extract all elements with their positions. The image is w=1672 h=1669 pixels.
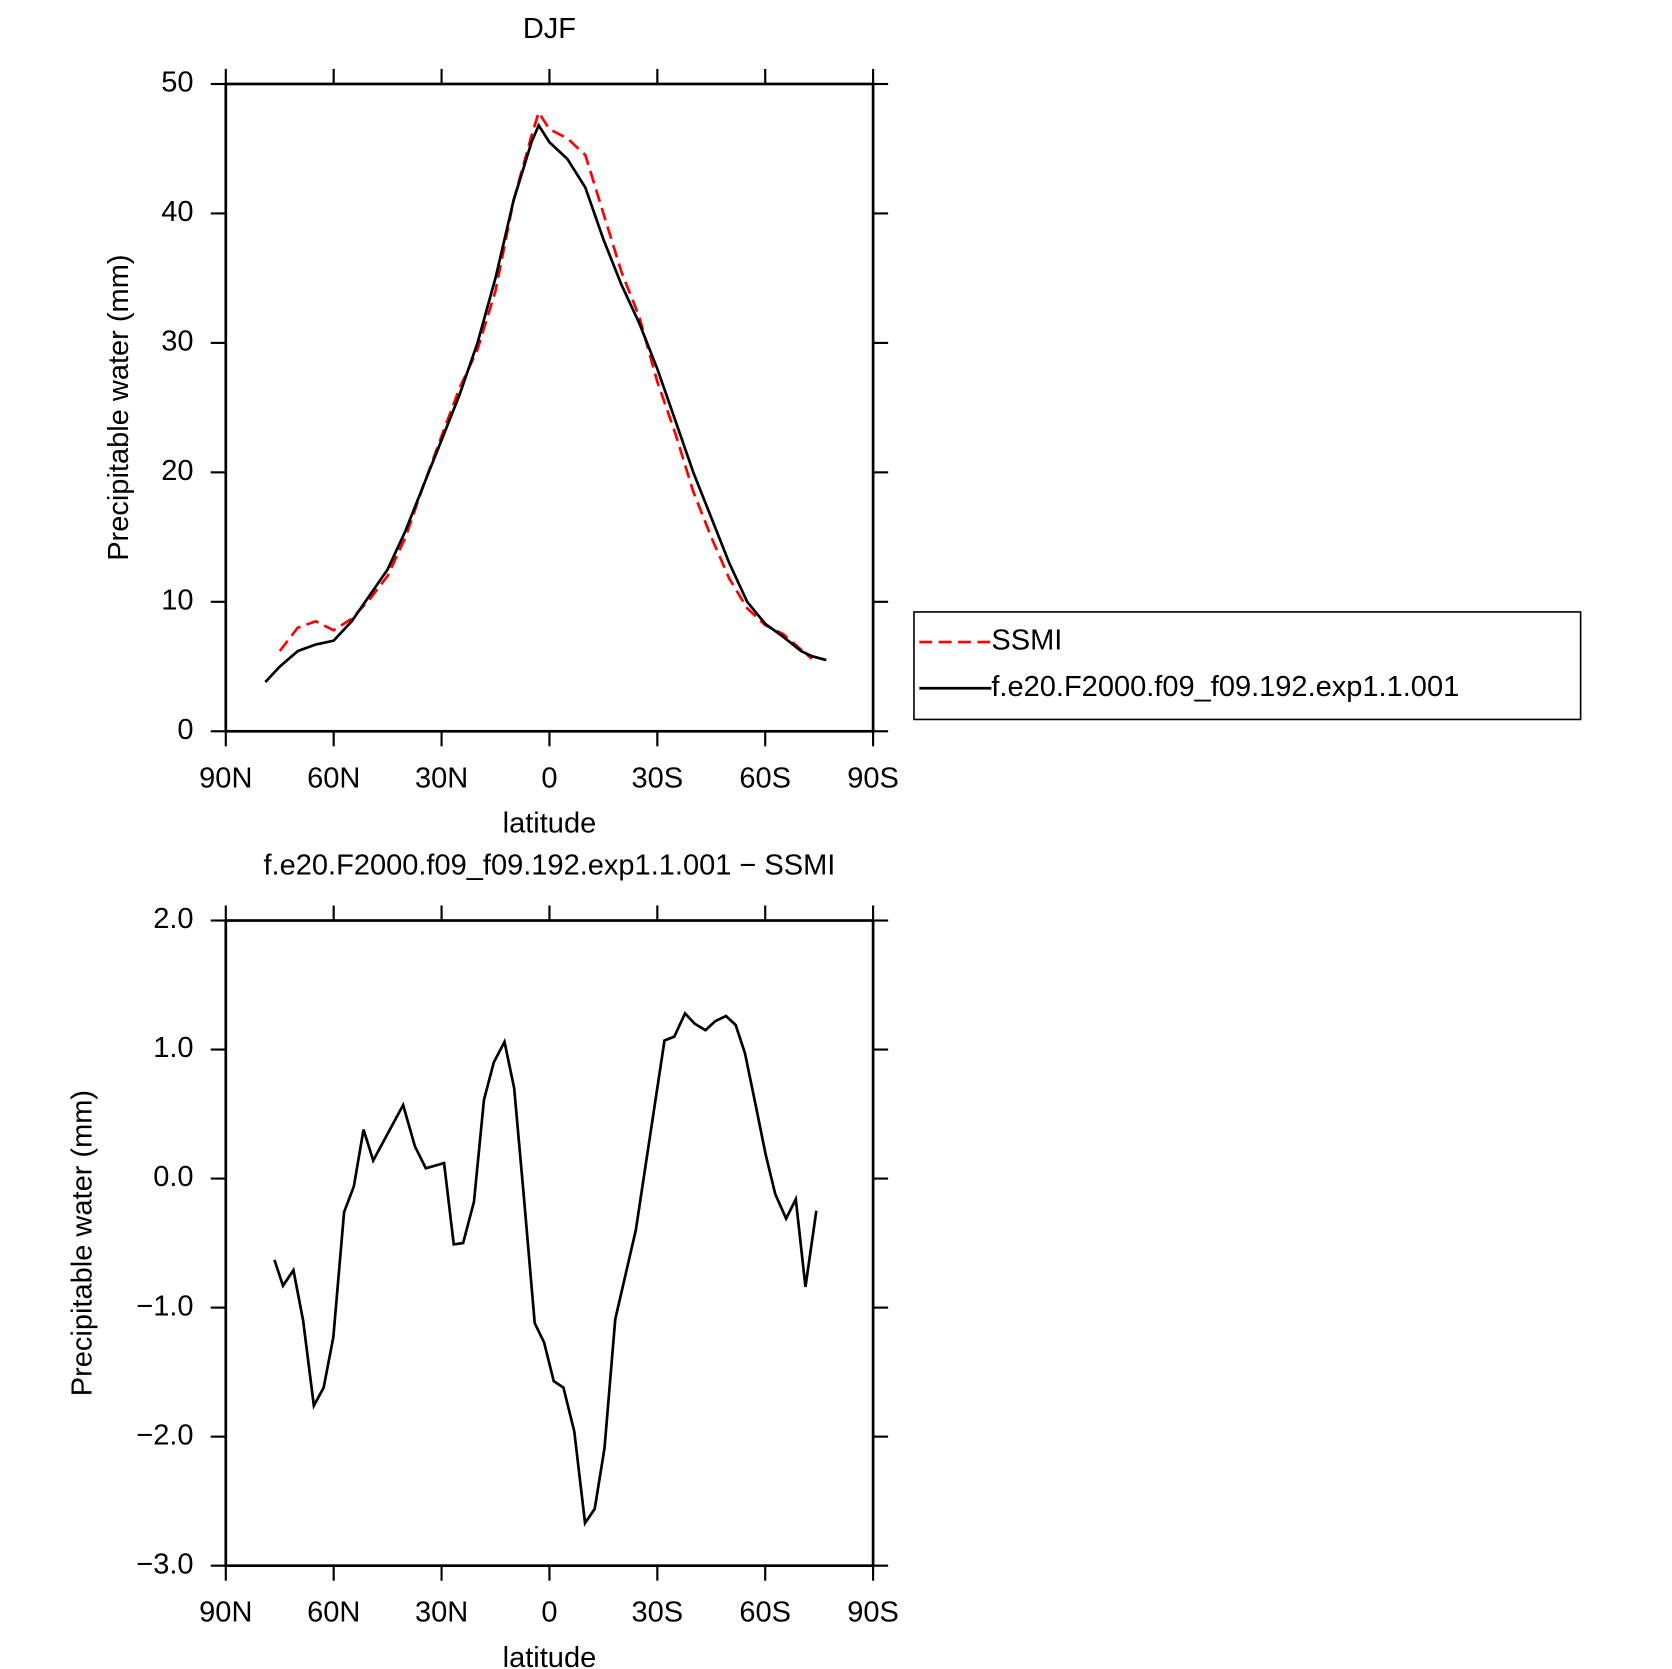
x-tick-label: 90N [199,762,252,794]
x-tick-label: 90N [199,1597,252,1629]
plot-frame [224,82,875,733]
x-tick-label: 60N [307,762,360,794]
x-tick-label: 30S [632,1597,684,1629]
x-tick-label: 30N [415,1597,468,1629]
plot-frame [224,919,875,1568]
x-tick-label: 0 [541,762,557,794]
chart-title: f.e20.F2000.f09_f09.192.exp1.1.001 − SSM… [264,849,836,881]
y-tick-label: −1.0 [136,1290,193,1322]
y-tick-label: −3.0 [136,1548,193,1580]
x-tick-label: 30S [632,762,684,794]
x-tick-label: 90S [847,762,899,794]
y-tick-label: 30 [161,326,193,358]
data-line [273,1011,818,1527]
y-tick-label: 0.0 [153,1161,193,1193]
y-axis-label: Precipitable water (mm) [67,1090,99,1396]
x-axis-label: latitude [503,807,597,839]
y-tick-label: −2.0 [136,1419,193,1451]
y-tick-label: 50 [161,67,193,99]
y-axis-label: Precipitable water (mm) [103,254,135,560]
x-tick-label: 0 [541,1597,557,1629]
data-line [278,109,813,660]
x-tick-label: 30N [415,762,468,794]
legend-box [913,611,1582,721]
chart-title: DJF [523,13,576,45]
x-tick-label: 60S [739,762,791,794]
legend-label: SSMI [991,625,1062,657]
x-tick-label: 60N [307,1597,360,1629]
x-tick-label: 90S [847,1597,899,1629]
y-tick-label: 20 [161,455,193,487]
y-tick-label: 10 [161,584,193,616]
y-tick-label: 0 [177,714,193,746]
y-tick-label: 40 [161,196,193,228]
legend-label: f.e20.F2000.f09_f09.192.exp1.1.001 [991,671,1459,703]
data-line [264,122,827,683]
y-tick-label: 2.0 [153,903,193,935]
x-axis-label: latitude [503,1642,597,1669]
y-tick-label: 1.0 [153,1032,193,1064]
x-tick-label: 60S [739,1597,791,1629]
